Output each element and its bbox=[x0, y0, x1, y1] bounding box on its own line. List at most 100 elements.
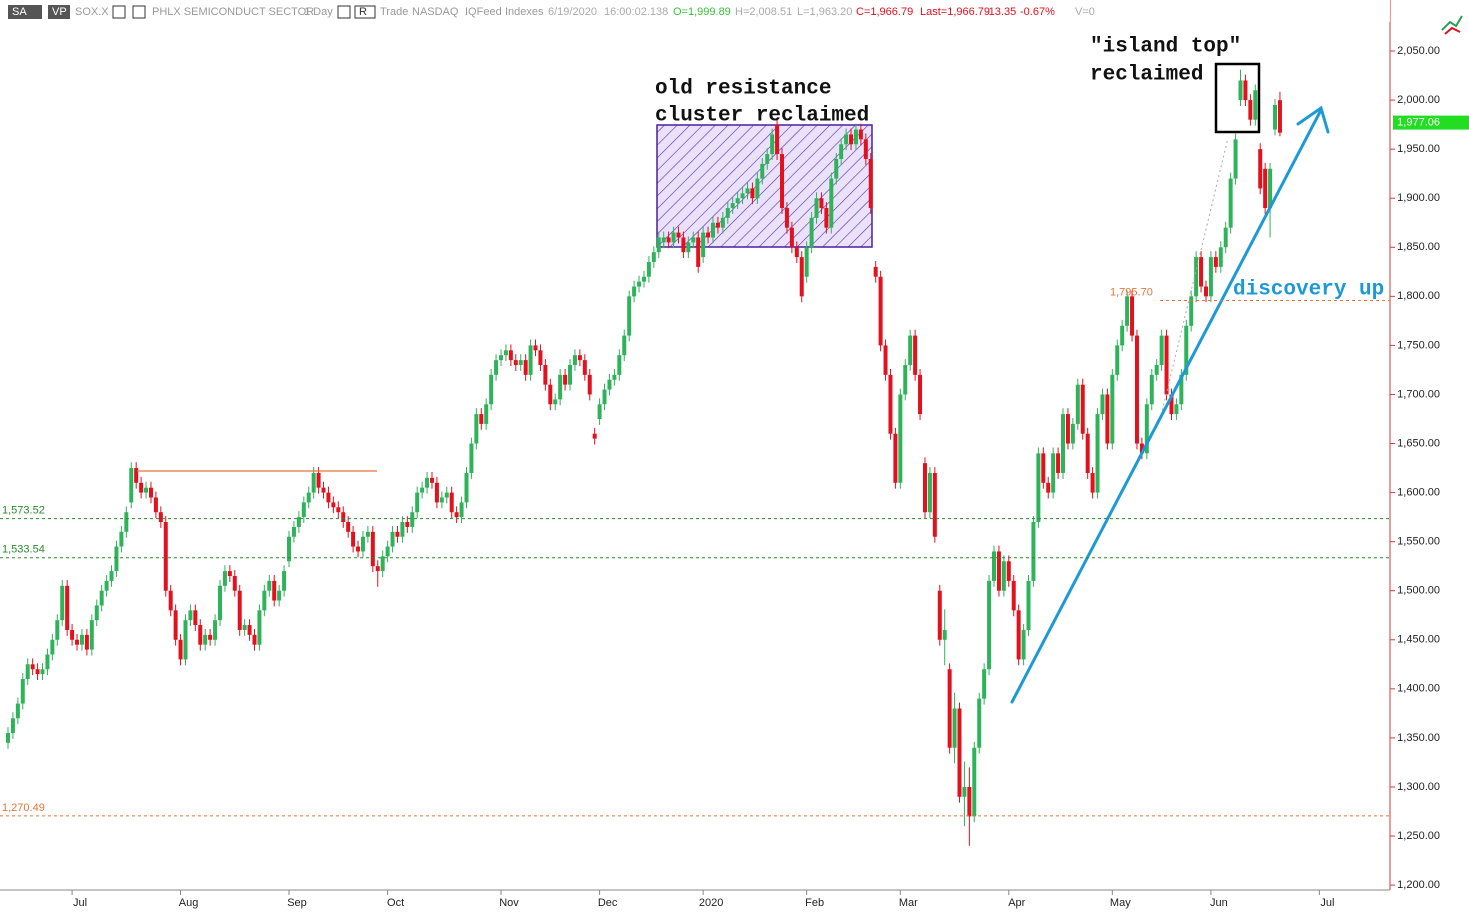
candle-body bbox=[686, 242, 691, 253]
candle-body bbox=[1203, 286, 1208, 297]
candle-body bbox=[1041, 453, 1046, 483]
x-tick-label: Nov bbox=[499, 897, 519, 909]
dropdown[interactable] bbox=[112, 5, 126, 19]
x-tick-label: Jul bbox=[1320, 897, 1334, 909]
y-tick-label: 1,250.00 bbox=[1397, 830, 1440, 842]
candle-body bbox=[1085, 433, 1090, 473]
candle-body bbox=[770, 134, 775, 155]
dropdown[interactable] bbox=[132, 5, 146, 19]
candle-body bbox=[538, 350, 543, 366]
candle-body bbox=[760, 163, 765, 179]
annotation: cluster reclaimed bbox=[655, 105, 869, 128]
trend-arrow bbox=[1010, 105, 1330, 704]
candle-body bbox=[1238, 80, 1243, 101]
candle-body bbox=[420, 487, 425, 493]
y-tick-label: 1,450.00 bbox=[1397, 634, 1440, 646]
candle-body bbox=[55, 620, 60, 640]
candle-body bbox=[641, 276, 646, 282]
candle-body bbox=[20, 679, 25, 704]
y-tick-label: 1,700.00 bbox=[1397, 388, 1440, 400]
candle-body bbox=[568, 365, 573, 385]
level-label: 1,573.52 bbox=[2, 504, 45, 516]
toolbar-label: IQFeed bbox=[465, 6, 502, 18]
candle-body bbox=[326, 492, 331, 503]
candle-body bbox=[735, 198, 740, 204]
candle-body bbox=[217, 585, 222, 621]
candle-body bbox=[405, 522, 410, 527]
candle-body bbox=[987, 580, 992, 670]
candle-body bbox=[868, 158, 873, 209]
candle-body bbox=[454, 512, 459, 518]
x-tick-label: Dec bbox=[598, 897, 618, 909]
candle-body bbox=[1248, 100, 1253, 120]
toolbar-button[interactable] bbox=[8, 5, 42, 19]
candle-body bbox=[301, 502, 306, 518]
candle-body bbox=[972, 747, 977, 817]
candle-body bbox=[198, 625, 203, 645]
candle-body bbox=[30, 664, 35, 670]
candle-body bbox=[1179, 374, 1184, 405]
candle-body bbox=[6, 732, 10, 743]
toolbar-label: Indexes bbox=[505, 6, 544, 18]
dropdown[interactable] bbox=[354, 5, 376, 19]
candle-body bbox=[484, 404, 489, 424]
annotation: old resistance bbox=[655, 78, 831, 101]
candle-body bbox=[494, 360, 499, 375]
candle-body bbox=[878, 276, 883, 346]
candle-body bbox=[710, 222, 715, 238]
candle-body bbox=[247, 625, 252, 635]
candle-body bbox=[656, 237, 661, 253]
candle-body bbox=[282, 571, 287, 591]
toolbar-label: SOX.X bbox=[75, 6, 109, 18]
candle-body bbox=[701, 232, 706, 258]
dropdown[interactable] bbox=[337, 5, 351, 19]
candle-body bbox=[942, 629, 947, 640]
candle-body bbox=[331, 502, 336, 508]
candle-body bbox=[587, 374, 592, 395]
candle-body bbox=[696, 237, 701, 267]
toolbar-label: V=0 bbox=[1075, 6, 1095, 18]
candle-body bbox=[789, 227, 794, 248]
candle-body bbox=[262, 590, 267, 611]
x-tick-label: Aug bbox=[179, 897, 199, 909]
candle-body bbox=[706, 232, 711, 238]
candle-body bbox=[434, 482, 439, 503]
candle-body bbox=[65, 585, 70, 630]
candle-body bbox=[513, 360, 518, 366]
candle-body bbox=[844, 134, 849, 145]
candle-body bbox=[982, 669, 987, 699]
candle-body bbox=[390, 531, 395, 547]
candle-body bbox=[1070, 423, 1075, 444]
candle-body bbox=[829, 178, 834, 228]
candle-body bbox=[632, 286, 637, 297]
candle-body bbox=[1243, 80, 1248, 101]
candle-body bbox=[794, 247, 799, 258]
candle-body bbox=[158, 512, 163, 523]
candle-body bbox=[385, 546, 390, 557]
candle-body bbox=[577, 355, 582, 361]
candle-body bbox=[1258, 149, 1263, 189]
x-tick-label: Oct bbox=[387, 897, 404, 909]
candle-body bbox=[1125, 296, 1130, 326]
candle-body bbox=[967, 786, 972, 817]
candle-body bbox=[582, 360, 587, 375]
chart-icon[interactable] bbox=[1441, 15, 1463, 35]
candle-body bbox=[918, 374, 923, 415]
candle-body bbox=[232, 575, 237, 591]
candle-body bbox=[824, 208, 829, 228]
candle-body bbox=[459, 502, 464, 518]
candle-body bbox=[612, 374, 617, 380]
toolbar-button[interactable] bbox=[48, 5, 70, 19]
candle-body bbox=[834, 158, 839, 179]
level-label: 1,795.70 bbox=[1110, 286, 1153, 298]
candle-body bbox=[676, 232, 681, 238]
candle-body bbox=[750, 188, 755, 199]
candle-body bbox=[193, 610, 198, 626]
candle-body bbox=[558, 374, 563, 400]
candle-body bbox=[499, 355, 503, 361]
candle-body bbox=[139, 482, 144, 493]
candle-body bbox=[15, 703, 20, 719]
candle-body bbox=[913, 335, 918, 375]
candle-body bbox=[1218, 247, 1223, 267]
x-tick-label: Jun bbox=[1210, 897, 1228, 909]
